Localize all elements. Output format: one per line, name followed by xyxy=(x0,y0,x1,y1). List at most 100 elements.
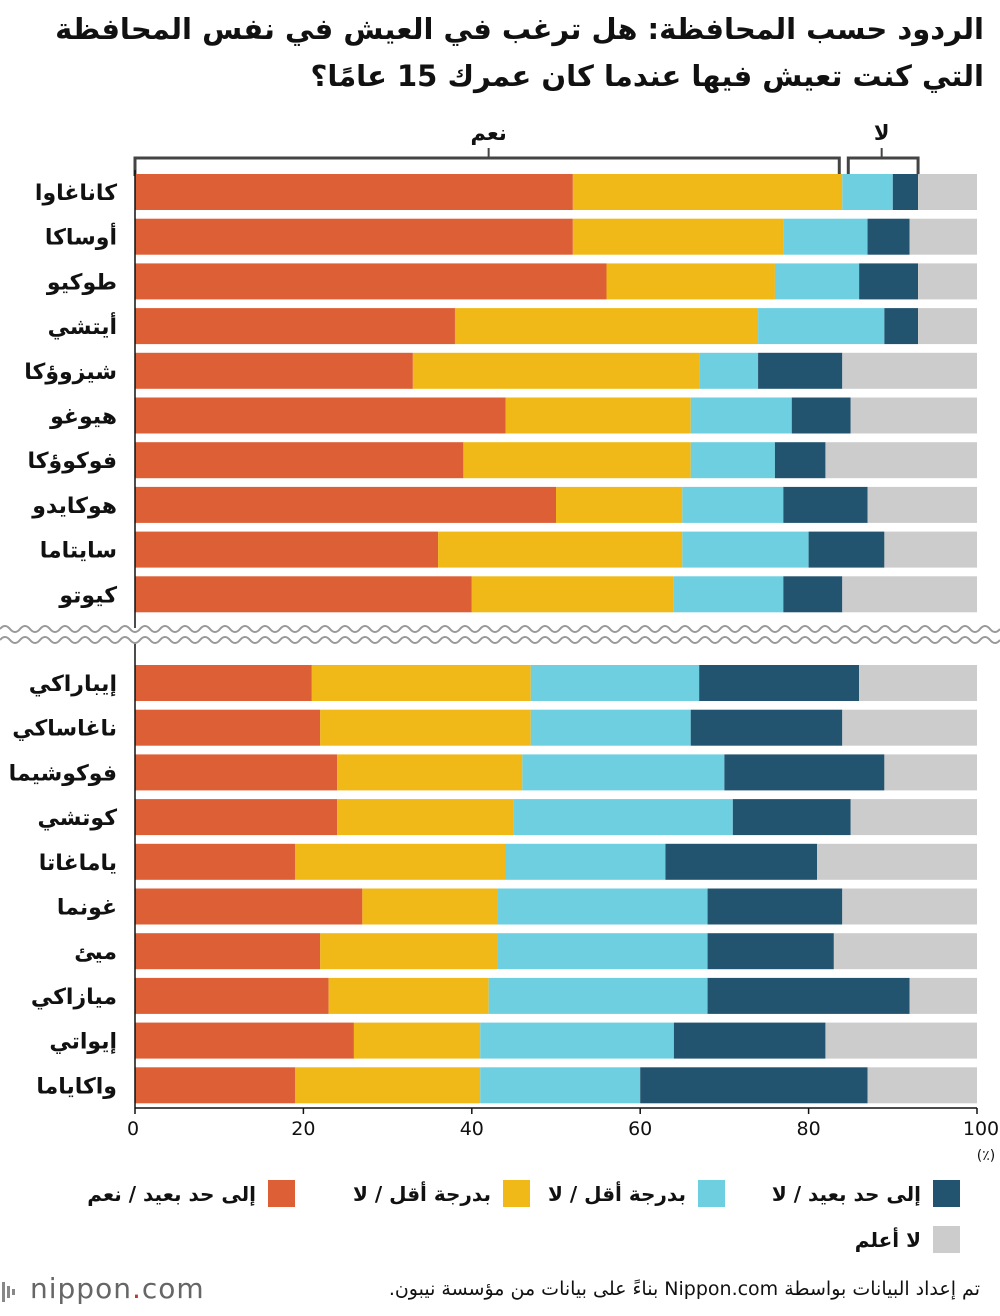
legend-label: لا أعلم xyxy=(854,1227,921,1252)
legend-swatch xyxy=(933,1180,960,1207)
bar-segment-no_strong xyxy=(783,486,868,523)
bar-segment-no_strong xyxy=(774,442,826,479)
yes-bracket-label: نعم xyxy=(471,121,507,145)
bar-segment-no_strong xyxy=(758,352,843,389)
bar-segment-no_strong xyxy=(884,308,919,345)
bar-segment-unknown xyxy=(867,1067,977,1104)
bar-segment-no_weak xyxy=(530,665,700,701)
category-label: سايتاما xyxy=(40,539,117,564)
legend-item-no_weak: بدرجة أقل / لا xyxy=(548,1180,725,1207)
break-wave-top xyxy=(0,625,1000,633)
x-tick-label: 40 xyxy=(460,1118,484,1140)
bar-segment-yes_strong xyxy=(135,665,312,701)
bar-segment-yes_weak xyxy=(294,1067,481,1104)
bar-segment-yes_strong xyxy=(135,531,439,568)
category-label: هيوغو xyxy=(49,405,117,430)
bar-segment-yes_strong xyxy=(135,754,338,791)
category-label: شيزوؤكا xyxy=(24,360,117,385)
footer: nippon.com تم إعداد البيانات بواسطة Nipp… xyxy=(0,1268,1000,1316)
bar-segment-unknown xyxy=(842,888,977,925)
legend-item-yes_weak: بدرجة أقل / لا xyxy=(353,1180,530,1207)
bar-segment-yes_strong xyxy=(135,486,556,523)
bar-segment-yes_weak xyxy=(294,843,506,880)
bar-segment-no_weak xyxy=(758,308,885,345)
bar-segment-no_weak xyxy=(497,933,708,970)
bar-segment-no_strong xyxy=(699,665,860,701)
bar-segment-unknown xyxy=(909,977,977,1014)
bar-segment-unknown xyxy=(918,174,977,210)
bar-segment-yes_strong xyxy=(135,442,464,479)
bar-segment-no_weak xyxy=(842,174,893,210)
bar-segment-yes_strong xyxy=(135,1022,354,1059)
category-label: غونما xyxy=(57,896,117,921)
bar-segment-no_weak xyxy=(682,486,784,523)
bar-segment-no_weak xyxy=(774,263,860,300)
bar-segment-unknown xyxy=(850,799,977,836)
bar-segment-yes_weak xyxy=(320,933,498,970)
category-label: فوكوشيما xyxy=(9,761,117,786)
bar-segment-yes_weak xyxy=(463,442,691,479)
legend-label: إلى حد بعيد / نعم xyxy=(87,1181,256,1206)
category-label: ميئ xyxy=(74,940,117,965)
bar-segment-unknown xyxy=(842,352,977,389)
category-label: كاناغاوا xyxy=(35,181,117,206)
bar-segment-yes_strong xyxy=(135,174,573,210)
bar-segment-unknown xyxy=(833,933,977,970)
bar-segment-yes_strong xyxy=(135,843,295,880)
bar-segment-no_weak xyxy=(690,397,792,434)
logo-text: nippon xyxy=(30,1272,132,1305)
bar-segment-yes_strong xyxy=(135,888,363,925)
bar-segment-no_strong xyxy=(791,397,851,434)
bar-segment-no_weak xyxy=(480,1022,674,1059)
bar-segment-yes_weak xyxy=(505,397,691,434)
bar-segment-no_strong xyxy=(673,1022,826,1059)
bar-segment-yes_strong xyxy=(135,352,413,389)
bar-segment-no_strong xyxy=(707,977,910,1014)
bar-segment-yes_weak xyxy=(353,1022,481,1059)
category-labels: كاناغاوا أوساكا طوكيو أيتشي شيزوؤكا هيوغو فوكو… xyxy=(9,181,118,1099)
bar-segment-unknown xyxy=(859,665,977,701)
legend-item-unknown: لا أعلم xyxy=(855,1226,960,1253)
bar-segment-yes_weak xyxy=(606,263,775,300)
category-label: طوكيو xyxy=(46,270,117,295)
bar-segment-no_weak xyxy=(682,531,809,568)
bar-segment-yes_strong xyxy=(135,263,607,300)
bar-segment-no_weak xyxy=(690,442,775,479)
bar-segment-yes_strong xyxy=(135,933,321,970)
bar-segment-yes_strong xyxy=(135,1067,295,1104)
bar-segment-yes_weak xyxy=(337,799,514,836)
bar-segment-unknown xyxy=(918,308,977,345)
bar-segment-yes_weak xyxy=(412,352,700,389)
bar-segment-yes_weak xyxy=(438,531,683,568)
x-tick-label: 60 xyxy=(628,1118,652,1140)
x-tick-label: 0 xyxy=(127,1118,139,1140)
yes-bracket xyxy=(133,156,841,176)
bar-segment-yes_weak xyxy=(556,486,683,523)
logo-suffix: com xyxy=(141,1272,205,1305)
legend-swatch xyxy=(698,1180,725,1207)
bar-segment-no_strong xyxy=(732,799,851,836)
logo-bars-icon xyxy=(2,1282,15,1302)
category-label: إيواتي xyxy=(49,1030,117,1055)
bar-segment-no_weak xyxy=(522,754,725,791)
bar-segment-unknown xyxy=(842,709,977,746)
category-label: ميازاكي xyxy=(31,985,117,1010)
bar-segment-no_weak xyxy=(783,218,868,255)
category-label: هوكايدو xyxy=(31,494,117,519)
bar-segment-no_weak xyxy=(513,799,733,836)
bar-segment-unknown xyxy=(867,486,977,523)
bar-segment-yes_weak xyxy=(328,977,489,1014)
bar-segment-no_strong xyxy=(640,1067,868,1104)
bar-segment-unknown xyxy=(884,754,977,791)
bar-segment-unknown xyxy=(825,1022,977,1059)
yes-no-brackets: نعم لا xyxy=(133,121,920,176)
bar-segment-unknown xyxy=(850,397,977,434)
nippon-logo: nippon.com xyxy=(30,1272,205,1305)
bar-segment-no_weak xyxy=(480,1067,641,1104)
bar-segment-yes_weak xyxy=(362,888,498,925)
bar-segment-unknown xyxy=(884,531,977,568)
bar-segment-no_strong xyxy=(859,263,919,300)
bar-segment-no_strong xyxy=(724,754,885,791)
category-label: فوكوؤكا xyxy=(27,449,117,474)
bars-layer xyxy=(135,174,977,1104)
